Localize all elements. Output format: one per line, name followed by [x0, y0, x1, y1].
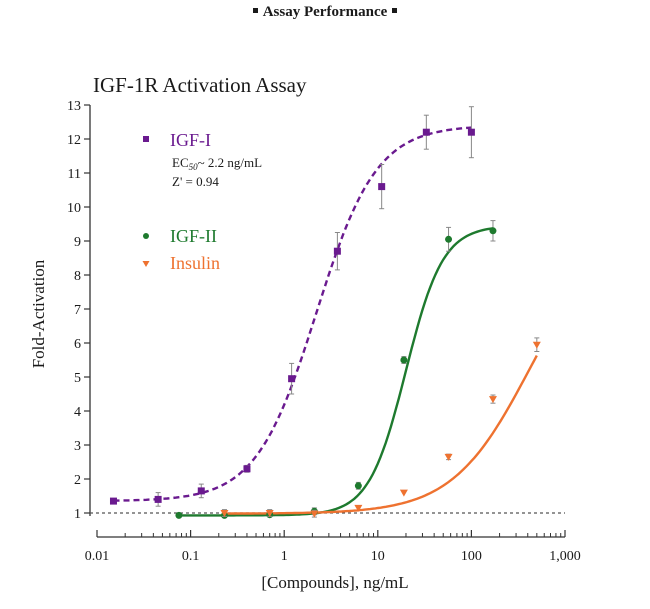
marker-triangle — [399, 489, 408, 497]
data-point — [154, 492, 162, 507]
y-axis-label: Fold-Activation — [29, 259, 48, 368]
x-tick-label: 100 — [461, 549, 482, 564]
y-tick-label: 6 — [74, 337, 81, 352]
ec50-subscript: 50 — [189, 162, 199, 172]
marker-triangle — [444, 453, 453, 461]
y-tick-label: 12 — [67, 133, 81, 148]
marker-triangle — [488, 396, 497, 404]
data-point — [467, 106, 475, 159]
y-tick-label: 11 — [68, 167, 81, 182]
data-point — [532, 337, 541, 352]
legend-label-igf-ii: IGF-II — [170, 226, 217, 246]
data-point — [175, 511, 183, 519]
fit-curve-igf-ii — [178, 227, 494, 517]
y-tick-label: 5 — [74, 371, 81, 386]
y-tick-label: 1 — [74, 507, 81, 522]
fit-curve-insulin — [224, 355, 538, 515]
data-point — [265, 509, 274, 517]
legend-marker-insulin — [142, 261, 150, 267]
marker-square — [243, 465, 251, 473]
x-axis-label: [Compounds], ng/mL — [261, 573, 408, 592]
marker-square — [467, 128, 475, 136]
data-point — [109, 497, 117, 505]
data-point — [310, 509, 319, 518]
legend-item-igf-ii: IGF-II — [143, 226, 217, 246]
legend-label-igf-i: IGF-I — [170, 130, 211, 150]
marker-square — [288, 375, 296, 383]
marker-circle — [400, 356, 408, 364]
y-tick-label: 3 — [74, 439, 81, 454]
legend-item-insulin: Insulin — [142, 253, 220, 273]
marker-circle — [354, 482, 362, 490]
data-point — [220, 509, 229, 517]
data-points — [109, 106, 541, 519]
marker-circle — [489, 227, 497, 235]
data-point — [399, 489, 408, 497]
data-point — [488, 394, 497, 404]
x-tick-label: 0.01 — [85, 549, 110, 564]
marker-square — [422, 128, 430, 136]
data-point — [400, 356, 408, 364]
legend-marker-igf-i — [143, 136, 149, 142]
y-tick-label: 13 — [67, 99, 81, 114]
marker-triangle — [220, 510, 229, 517]
y-tick-label: 4 — [74, 405, 81, 420]
bullet-right-icon — [392, 8, 398, 14]
header-title: Assay Performance — [262, 4, 388, 20]
x-tick-label: 0.1 — [182, 549, 200, 564]
legend-marker-igf-ii — [143, 233, 149, 239]
legend-item-igf-i: IGF-I — [143, 130, 211, 150]
data-point — [354, 481, 362, 490]
data-point — [197, 483, 205, 499]
data-point — [378, 164, 386, 210]
x-tick-label: 1 — [281, 549, 288, 564]
ec50-annotation: EC50~ 2.2 ng/mL — [172, 155, 262, 172]
y-tick-label: 8 — [74, 269, 81, 284]
zprime-annotation: Z' = 0.94 — [172, 174, 219, 189]
legend-label-insulin: Insulin — [170, 253, 220, 273]
page-header: Assay Performance — [0, 4, 650, 21]
marker-triangle — [265, 510, 274, 517]
y-tick-label: 2 — [74, 473, 81, 488]
marker-square — [109, 497, 117, 505]
data-point — [489, 220, 497, 242]
marker-square — [154, 495, 162, 503]
chart-title: IGF-1R Activation Assay — [93, 73, 307, 97]
marker-square — [378, 183, 386, 191]
marker-circle — [445, 235, 453, 243]
ec50-value: ~ 2.2 ng/mL — [198, 155, 263, 170]
data-point — [445, 226, 453, 252]
x-tick-label: 1,000 — [549, 549, 581, 564]
data-point — [288, 362, 296, 395]
marker-triangle — [310, 510, 319, 518]
data-point — [444, 453, 453, 461]
bullet-left-icon — [252, 8, 258, 14]
marker-square — [197, 487, 205, 495]
data-point — [333, 232, 341, 271]
x-axis: 0.01 0.1 1 10 100 1,000 — [85, 530, 581, 564]
ec50-prefix: EC — [172, 155, 189, 170]
marker-triangle — [532, 341, 541, 349]
fit-curve-igf-i — [113, 126, 472, 502]
y-tick-label: 10 — [67, 201, 81, 216]
data-point — [243, 464, 251, 473]
marker-circle — [175, 511, 183, 519]
y-tick-label: 9 — [74, 235, 81, 250]
fit-curves — [113, 126, 538, 517]
legend: IGF-I EC50~ 2.2 ng/mL Z' = 0.94 IGF-II I… — [142, 130, 262, 273]
data-point — [422, 114, 430, 150]
marker-square — [333, 247, 341, 255]
data-point — [354, 504, 363, 512]
marker-triangle — [354, 504, 363, 512]
y-tick-label: 7 — [74, 303, 81, 318]
x-tick-label: 10 — [371, 549, 385, 564]
